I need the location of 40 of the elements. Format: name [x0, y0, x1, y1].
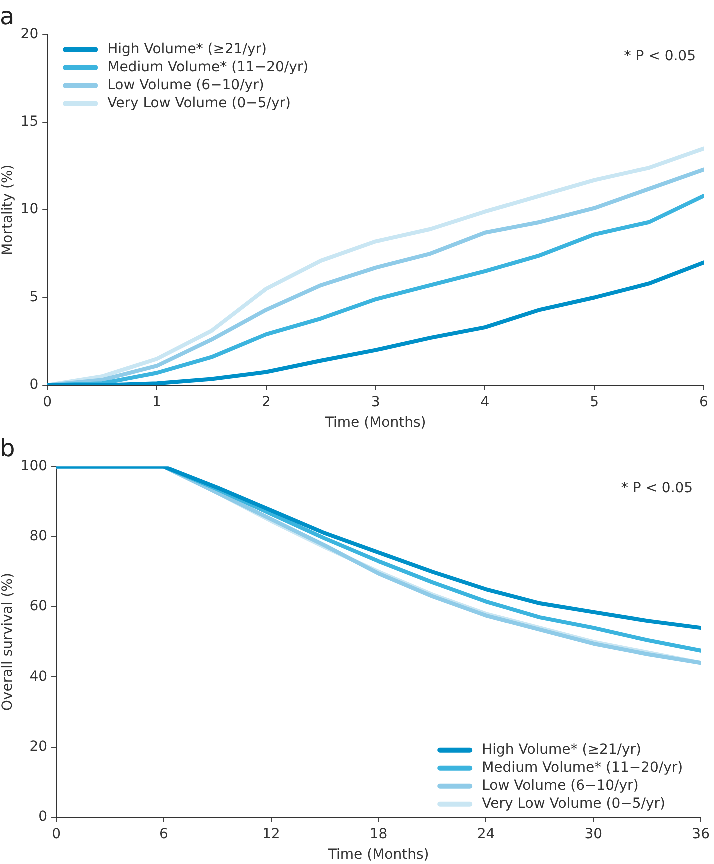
y-tick-label: 15 — [20, 114, 39, 130]
annotation: * P < 0.05 — [621, 480, 694, 496]
x-tick-label: 1 — [152, 394, 162, 410]
legend-label: Very Low Volume (0−5/yr) — [108, 95, 291, 112]
y-tick-label: 20 — [20, 26, 39, 42]
legend-label: Low Volume (6−10/yr) — [482, 778, 639, 794]
y-tick-label: 10 — [20, 202, 39, 218]
x-tick-label: 0 — [52, 826, 61, 842]
y-tick-label: 5 — [30, 289, 39, 306]
x-tick-label: 24 — [477, 826, 496, 842]
annotation: * P < 0.05 — [624, 48, 696, 64]
x-tick-label: 36 — [692, 826, 710, 842]
x-tick-label: 6 — [159, 826, 168, 842]
y-axis-title: Mortality (%) — [0, 164, 16, 256]
x-tick-label: 6 — [700, 394, 709, 410]
y-tick-label: 20 — [30, 738, 48, 755]
y-axis-title: Overall survival (%) — [0, 573, 16, 712]
y-tick-label: 100 — [20, 458, 48, 474]
x-tick-label: 2 — [262, 394, 271, 410]
legend-label: Medium Volume* (11−20/yr) — [108, 59, 309, 76]
x-tick-label: 12 — [262, 826, 280, 842]
x-tick-label: 4 — [480, 394, 490, 410]
chart-title: a — [0, 2, 15, 31]
y-tick-label: 0 — [38, 809, 48, 826]
legend-label: High Volume* (≥21/yr) — [108, 41, 267, 58]
x-tick-label: 30 — [584, 826, 603, 842]
x-tick-label: 3 — [371, 394, 380, 410]
x-tick-label: 18 — [370, 826, 388, 842]
legend-label: Very Low Volume (0−5/yr) — [482, 796, 666, 812]
legend-label: High Volume* (≥21/yr) — [482, 742, 642, 758]
y-tick-label: 80 — [30, 528, 48, 545]
y-tick-label: 40 — [30, 668, 48, 685]
legend-label: Low Volume (6−10/yr) — [108, 77, 264, 94]
x-tick-label: 5 — [590, 394, 600, 410]
legend-label: Medium Volume* (11−20/yr) — [482, 760, 684, 776]
y-tick-label: 60 — [30, 598, 48, 615]
x-axis-title: Time (Months) — [327, 847, 430, 864]
x-axis-title: Time (Months) — [324, 415, 426, 432]
y-tick-label: 0 — [30, 377, 39, 394]
chart-title: b — [0, 434, 16, 463]
